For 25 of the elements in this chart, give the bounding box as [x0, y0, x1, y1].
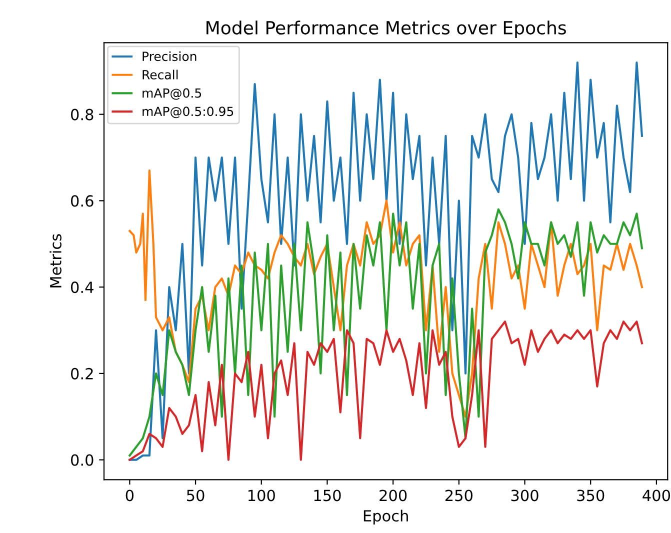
- y-tick-label: 0.4: [70, 282, 94, 294]
- chart-title: Model Performance Metrics over Epochs: [206, 20, 566, 38]
- line-series: [128, 208, 644, 457]
- x-tick-label: 400: [642, 490, 670, 502]
- legend-label: mAP@0.5:0.95: [142, 106, 234, 118]
- x-axis-title: Epoch: [364, 510, 408, 525]
- x-tick-label: 100: [248, 490, 275, 502]
- y-tick-label: 0.0: [70, 454, 94, 466]
- x-tick-label: 50: [186, 490, 204, 502]
- x-tick-label: 150: [314, 490, 341, 502]
- legend-label: Recall: [142, 70, 178, 80]
- x-tick-label: 300: [511, 490, 538, 502]
- y-tick-label: 0.2: [70, 368, 93, 380]
- line-series: [128, 61, 644, 461]
- y-tick-label: 0.6: [70, 195, 94, 207]
- x-tick-label: 200: [380, 490, 407, 502]
- line-series: [128, 320, 644, 461]
- legend-label: Precision: [142, 51, 196, 62]
- legend-label: mAP@0.5: [142, 88, 202, 100]
- x-tick-label: 0: [126, 490, 134, 502]
- y-tick-label: 0.8: [70, 108, 94, 120]
- line-series: [128, 169, 644, 418]
- y-axis-title: Metrics: [50, 234, 62, 288]
- x-tick-label: 350: [577, 490, 604, 502]
- x-tick-label: 250: [445, 490, 472, 502]
